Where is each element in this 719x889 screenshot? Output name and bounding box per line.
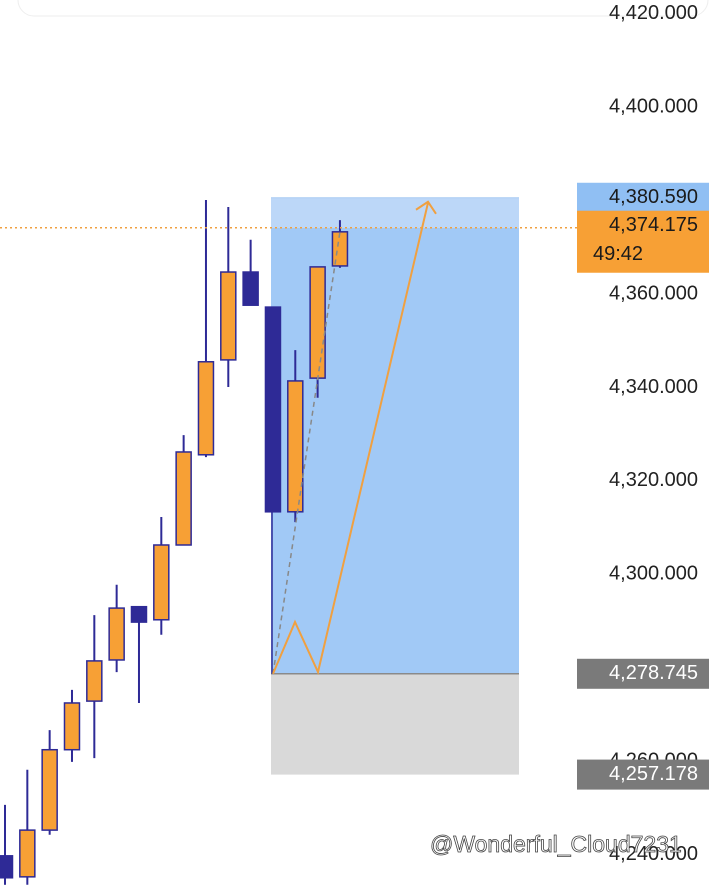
candle-body bbox=[130, 605, 148, 623]
candle-body bbox=[287, 380, 304, 513]
projection-dash bbox=[272, 231, 341, 674]
stop-label-bg bbox=[577, 759, 709, 790]
candle-body bbox=[197, 361, 215, 456]
y-tick-label: 4,340.000 bbox=[609, 376, 698, 398]
target-zone bbox=[271, 227, 519, 674]
candle-body bbox=[264, 306, 282, 513]
current-price-label: 4,374.175 bbox=[609, 214, 698, 236]
candle-body bbox=[108, 607, 125, 661]
candle-body bbox=[309, 266, 326, 379]
target-label: 4,380.590 bbox=[609, 186, 698, 208]
top-card bbox=[17, 0, 709, 17]
entry-label: 4,278.745 bbox=[609, 662, 698, 684]
candle-body bbox=[41, 748, 58, 831]
watermark: @Wonderful_Cloud7231 bbox=[430, 831, 682, 857]
candle-body bbox=[242, 271, 259, 306]
entry-label-bg bbox=[577, 658, 709, 689]
projection-arrow bbox=[272, 202, 429, 676]
candle-body bbox=[331, 231, 349, 267]
arrow-head bbox=[415, 200, 437, 215]
candle-body bbox=[19, 829, 36, 878]
candle-body bbox=[175, 451, 192, 546]
candle-body bbox=[0, 855, 14, 879]
y-tick-label: 4,400.000 bbox=[609, 95, 698, 117]
countdown: 49:42 bbox=[593, 243, 643, 265]
target-label-bg bbox=[577, 182, 709, 213]
candle-body bbox=[63, 702, 81, 751]
stop-zone bbox=[271, 673, 519, 775]
y-tick-label: 4,420.000 bbox=[609, 2, 698, 24]
y-tick-label: 4,320.000 bbox=[609, 469, 698, 491]
y-tick-label: 4,240.000 bbox=[609, 843, 698, 865]
target-zone-upper bbox=[271, 197, 519, 228]
candle-body bbox=[153, 544, 170, 621]
y-tick-label: 4,300.000 bbox=[609, 563, 698, 585]
y-tick-label: 4,360.000 bbox=[609, 282, 698, 304]
stop-label: 4,257.178 bbox=[609, 763, 698, 785]
candle-body bbox=[220, 271, 237, 361]
current-price-label-bg bbox=[577, 210, 709, 273]
candle-body bbox=[86, 660, 103, 702]
